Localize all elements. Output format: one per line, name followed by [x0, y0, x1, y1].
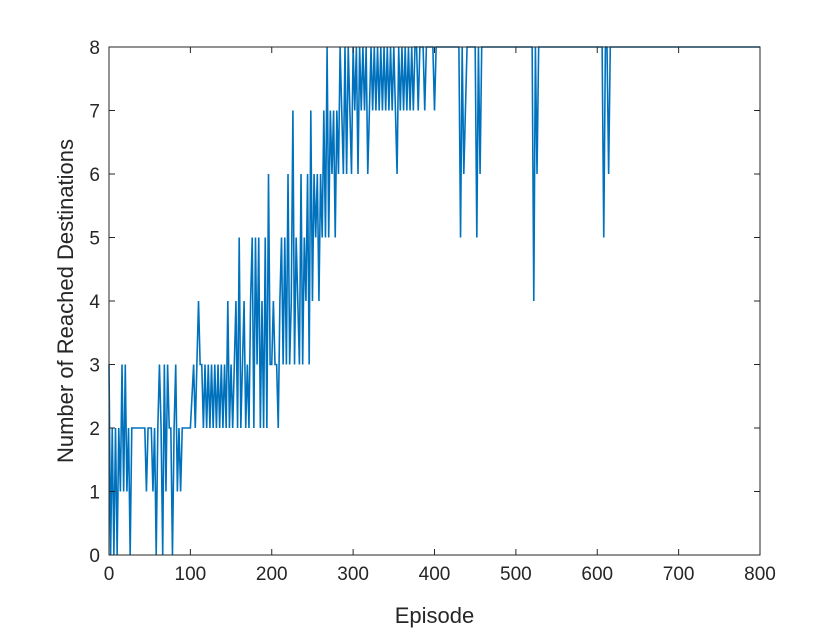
y-tick-label: 0: [89, 546, 100, 567]
x-tick-label: 500: [500, 564, 532, 585]
y-tick-label: 5: [89, 229, 100, 250]
y-tick-label: 3: [89, 356, 100, 377]
y-tick-label: 2: [89, 419, 100, 440]
x-tick-label: 200: [256, 564, 288, 585]
x-tick-label: 700: [663, 564, 695, 585]
y-tick-label: 7: [89, 102, 100, 123]
y-tick-label: 6: [89, 165, 100, 186]
x-axis-label: Episode: [395, 603, 475, 628]
y-tick-label: 1: [89, 483, 100, 504]
x-tick-label: 300: [337, 564, 369, 585]
x-tick-label: 400: [419, 564, 451, 585]
x-tick-label: 800: [744, 564, 776, 585]
plot-area-background: [109, 47, 760, 555]
y-axis-label: Number of Reached Destinations: [53, 139, 78, 463]
y-axis-ticks: 0 1 2 3 4 5 6 7 8: [89, 38, 760, 567]
y-tick-label: 4: [89, 292, 100, 313]
x-tick-label: 600: [581, 564, 613, 585]
x-tick-label: 0: [104, 564, 115, 585]
x-tick-label: 100: [175, 564, 207, 585]
y-tick-label: 8: [89, 38, 100, 59]
x-axis-ticks: 0 100 200 300 400 500 600 700 800: [104, 47, 776, 585]
